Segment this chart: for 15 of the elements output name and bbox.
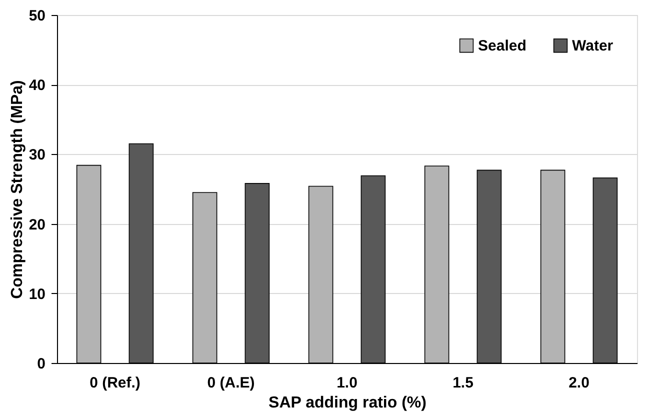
x-tick-label: 0 (Ref.) bbox=[90, 374, 140, 392]
y-tick-label: 20 bbox=[28, 216, 46, 234]
legend-label: Sealed bbox=[478, 38, 526, 55]
y-tick-label: 0 bbox=[37, 356, 46, 372]
x-tick-label: 1.0 bbox=[336, 374, 358, 392]
y-tick-label: 30 bbox=[28, 146, 46, 164]
x-tick-label: 2.0 bbox=[568, 374, 590, 392]
y-tick-label: 50 bbox=[28, 8, 46, 24]
legend-label: Water bbox=[572, 38, 614, 55]
x-axis-title: SAP adding ratio (%) bbox=[268, 394, 426, 412]
y-axis-title: Compressive Strength (MPa) bbox=[8, 80, 26, 299]
y-tick-label: 40 bbox=[28, 77, 46, 94]
y-tick-label: 10 bbox=[28, 286, 46, 303]
x-tick-label: 1.5 bbox=[452, 374, 474, 392]
x-tick-label: 0 (A.E) bbox=[207, 374, 255, 392]
